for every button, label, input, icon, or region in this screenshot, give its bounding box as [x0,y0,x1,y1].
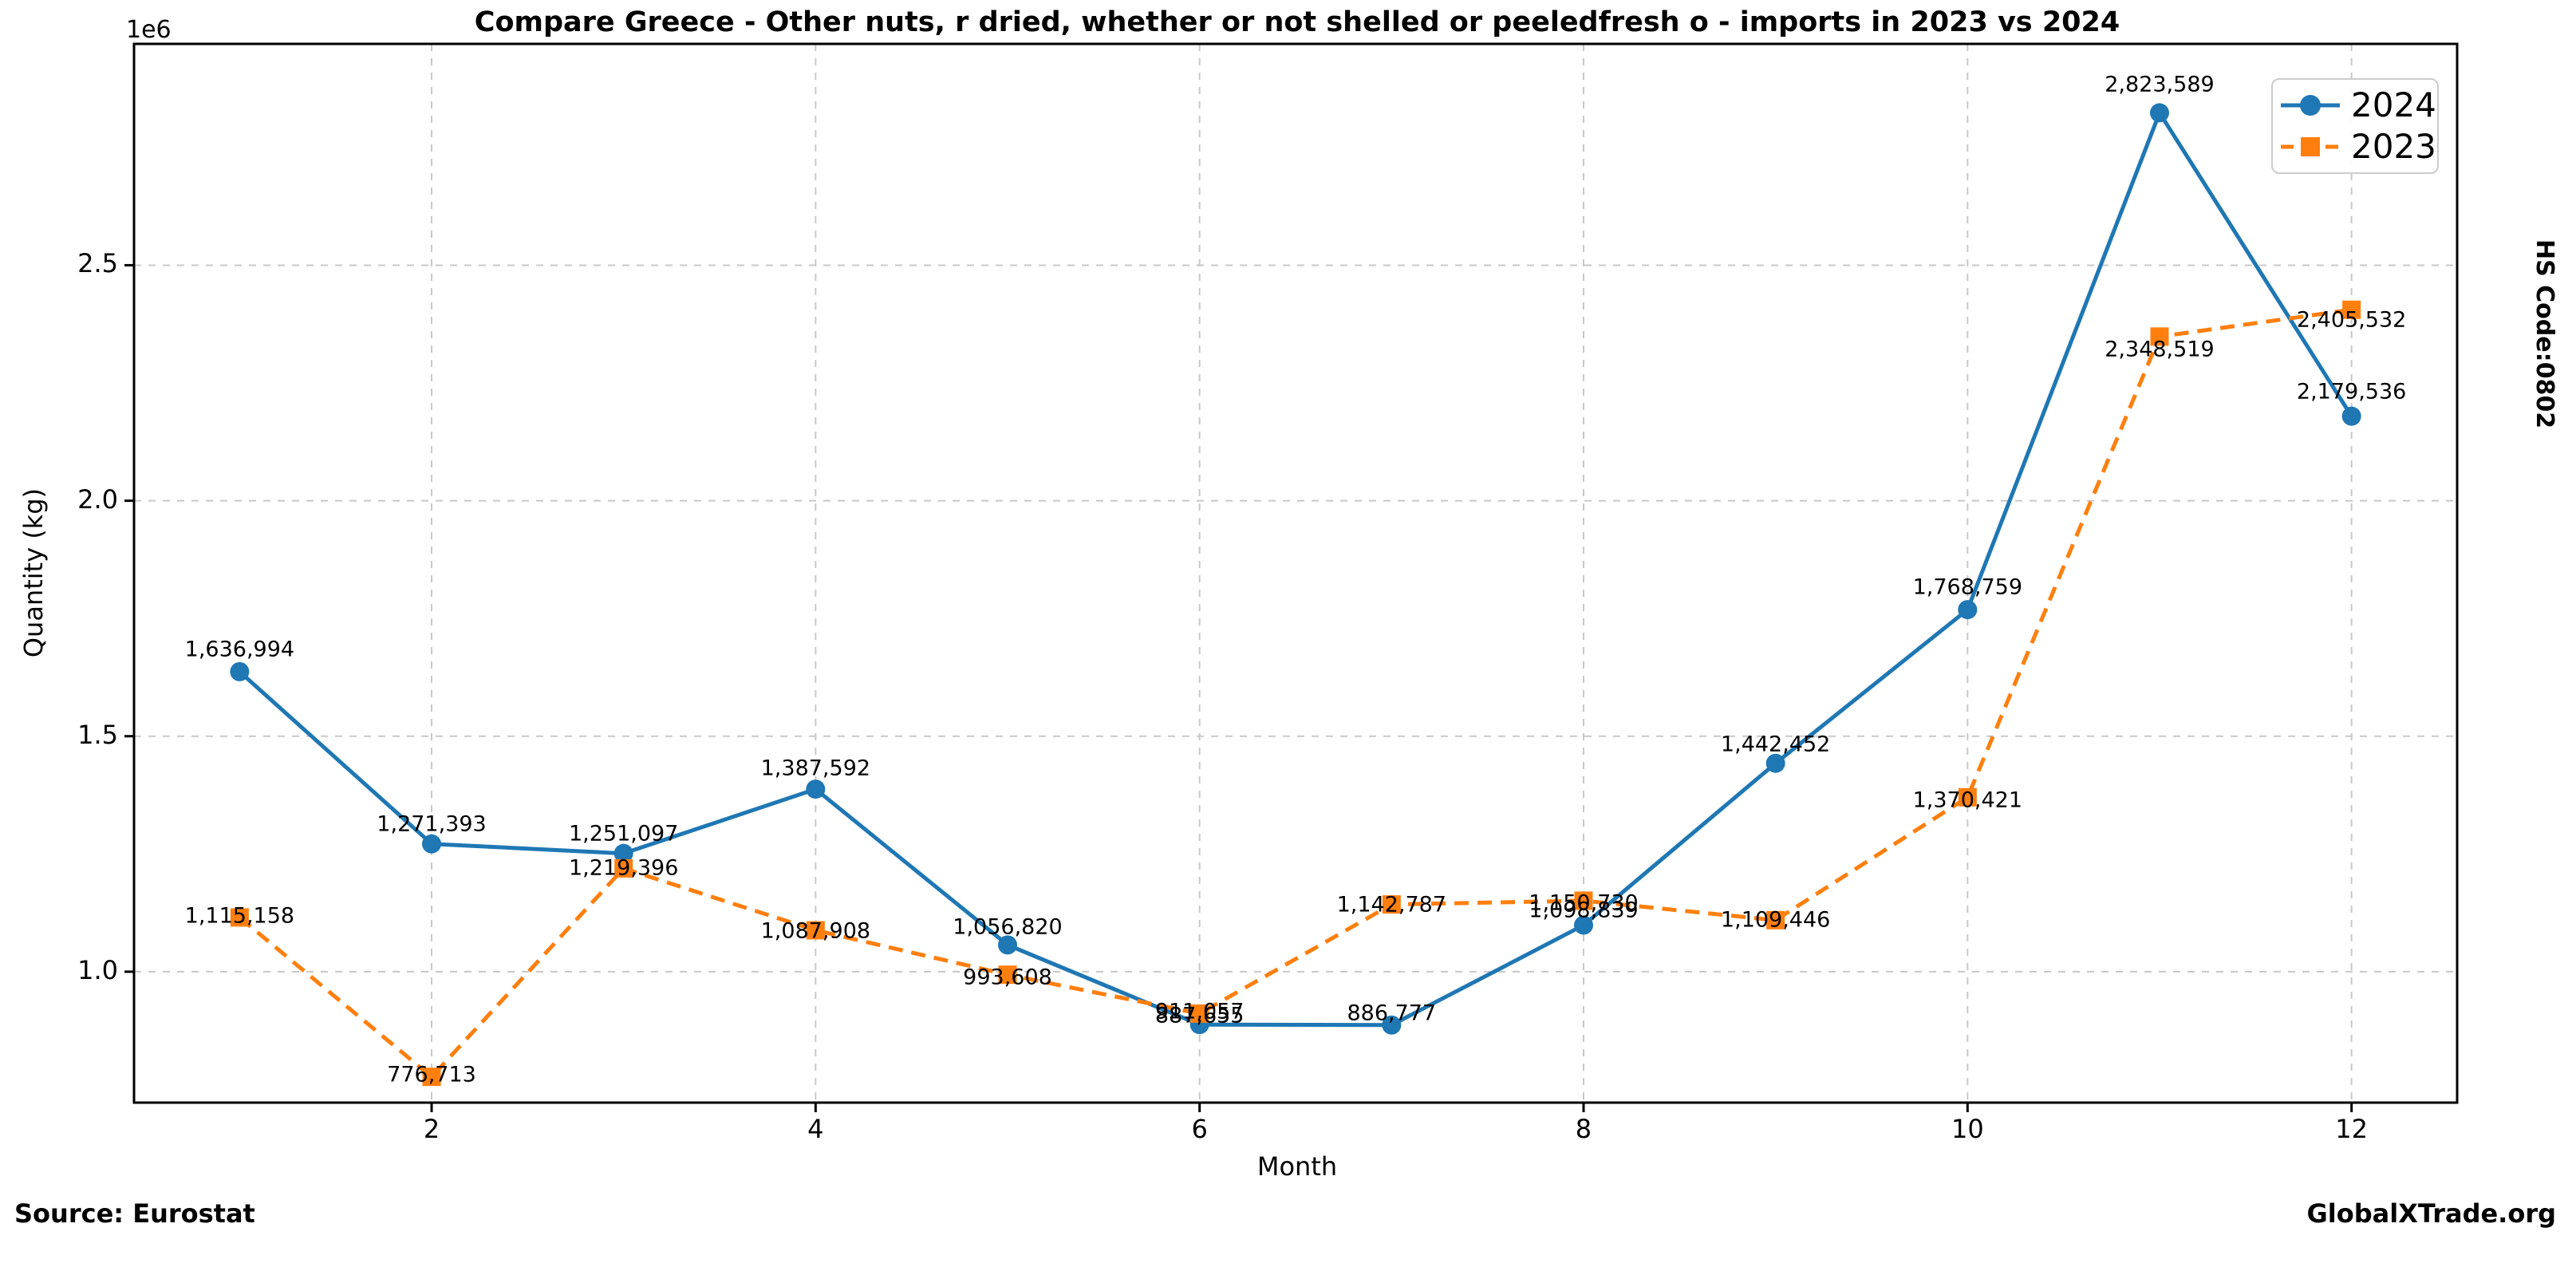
legend: 2024 2023 [2271,78,2439,174]
series-2023-marker [1574,891,1593,910]
series-2023-marker [1382,895,1401,914]
legend-2024-line-circle-icon [2281,95,2340,116]
chart-title: Compare Greece - Other nuts, r dried, wh… [474,6,2120,38]
series-2024-marker [1382,1015,1402,1035]
source-label: Source: Eurostat [14,1198,255,1229]
legend-label-2024: 2024 [2351,85,2436,124]
series-2024-marker [1573,915,1593,935]
series-2023-marker [998,965,1017,985]
series-2023-marker [806,921,825,940]
x-tick-label: 6 [1191,1114,1208,1144]
series-2023-marker [230,908,249,927]
data-label-2024: 1,271,393 [377,811,487,837]
data-label-2024: 1,387,592 [760,756,871,781]
x-axis-label: Month [1256,1151,1338,1182]
series-2024-marker [422,834,442,854]
plot-border [132,42,2459,1104]
data-label-2024: 1,636,994 [184,637,295,662]
legend-2023-dash-square-icon [2281,137,2340,156]
data-label-2023: 1,142,787 [1336,892,1447,918]
series-2024-marker [806,780,826,799]
data-label-2024: 1,056,820 [953,914,1063,940]
x-tick-label: 12 [2335,1114,2368,1144]
y-axis-label: Quantity (kg) [18,487,49,658]
series-2023-marker [1190,1004,1209,1023]
y-tick-label: 1.5 [77,719,118,750]
data-label-2023: 1,150,730 [1529,890,1639,916]
series-2024-line [238,110,2353,1028]
series-2024-marker [230,661,250,681]
series-2023-marker [1766,910,1785,929]
x-tick-label: 2 [423,1114,440,1144]
data-label-2023: 2,405,532 [2296,307,2407,333]
x-tick-label: 4 [807,1114,824,1144]
hs-code-label: HS Code:0802 [2531,239,2558,429]
data-label-2023: 1,087,908 [760,918,871,944]
data-label-2024: 2,179,536 [2296,379,2407,405]
brand-label: GlobalXTrade.org [2306,1198,2556,1229]
data-label-2024: 887,655 [1154,1003,1245,1028]
data-label-2024: 1,098,839 [1529,898,1639,923]
data-label-2023: 911,057 [1154,999,1245,1024]
series-2023-marker [1958,787,1977,807]
data-label-2023: 1,109,446 [1720,907,1831,933]
y-axis-offset-label: 1e6 [126,16,172,44]
data-label-2024: 2,823,589 [2105,72,2215,97]
series-2023-marker [422,1068,441,1087]
series-2023-line [238,307,2352,1079]
y-tick-label: 2.0 [77,483,118,515]
data-label-2024: 1,768,759 [1912,574,2023,600]
legend-item-2024: 2024 [2279,89,2436,122]
data-label-2024: 1,442,452 [1720,732,1831,757]
x-tick-label: 8 [1575,1114,1592,1144]
data-label-2023: 993,608 [963,965,1052,990]
series-2024-marker [2341,406,2361,426]
data-label-2024: 1,251,097 [568,821,679,847]
data-label-2023: 2,348,519 [2105,337,2215,362]
series-2024-marker [1958,600,1978,620]
data-label-2023: 1,370,421 [1912,787,2023,813]
x-tick-label: 10 [1951,1114,1984,1144]
data-label-2023: 1,115,158 [184,903,295,929]
data-label-2024: 886,777 [1347,1001,1437,1026]
series-2023-marker [2342,300,2361,319]
series-2024-marker [613,843,633,863]
y-tick-label: 2.5 [77,248,118,279]
data-label-2023: 776,713 [387,1062,476,1087]
legend-item-2023: 2023 [2279,130,2436,164]
series-2024-marker [2149,103,2169,123]
series-2024-marker [998,935,1018,955]
legend-label-2023: 2023 [2351,127,2436,166]
data-label-2023: 1,219,396 [568,855,679,881]
series-2023-marker [2150,327,2169,346]
series-2024-marker [1765,753,1785,773]
y-tick-label: 1.0 [77,954,118,985]
series-2023-marker [614,858,633,878]
